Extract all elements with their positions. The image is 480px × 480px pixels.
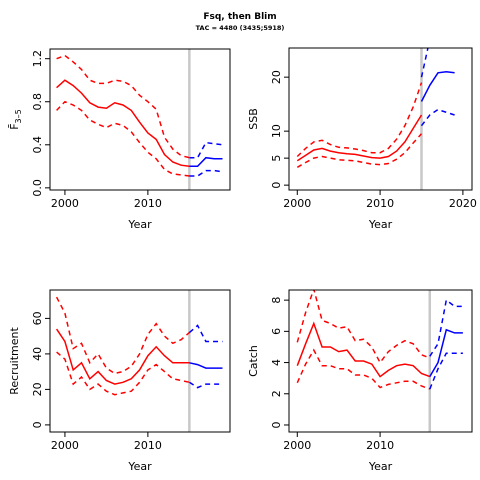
y-axis-label: F̄3–5 — [8, 109, 23, 130]
series-line — [296, 133, 423, 168]
series-line — [189, 169, 223, 177]
series-line — [188, 324, 223, 343]
series-line — [429, 328, 463, 377]
x-axis-label: Year — [127, 218, 152, 231]
series-line — [420, 48, 429, 78]
y-axis-label-main: Recruitment — [8, 327, 21, 395]
y-axis-label: Recruitment — [8, 327, 21, 395]
series-line — [420, 108, 455, 127]
y-axis-label: SSB — [247, 108, 260, 130]
x-tick-label: 2020 — [449, 197, 477, 210]
y-tick-label: 8 — [270, 297, 283, 304]
y-tick-label: 6 — [270, 328, 283, 335]
series-line — [188, 381, 223, 389]
figure-title: Fsq, then Blim — [203, 12, 276, 22]
y-tick-label: 4 — [270, 359, 283, 366]
series-line — [296, 114, 423, 162]
series-line — [56, 351, 190, 396]
x-tick-label: 2000 — [51, 197, 79, 210]
y-tick-label: 0.0 — [31, 179, 44, 197]
series-line — [296, 290, 431, 364]
series-line — [296, 348, 431, 390]
series-line — [429, 298, 463, 357]
y-tick-label: 2 — [270, 390, 283, 397]
x-tick-label: 2000 — [51, 439, 79, 452]
y-tick-label: 20 — [270, 70, 283, 84]
y-tick-label: 10 — [270, 124, 283, 138]
figure-subtitle: TAC = 4480 (3435;5918) — [196, 24, 285, 32]
plot-area — [296, 290, 463, 432]
x-tick-label: 2010 — [366, 197, 394, 210]
plot-area — [56, 49, 223, 190]
series-line — [189, 141, 223, 159]
y-tick-label: 60 — [31, 311, 44, 325]
series-line — [296, 82, 423, 158]
series-line — [56, 100, 190, 177]
y-axis-label: Catch — [247, 345, 260, 377]
x-tick-label: 2000 — [283, 197, 311, 210]
series-line — [55, 328, 190, 385]
plot-frame — [49, 48, 231, 191]
plot-frame — [49, 289, 231, 433]
y-tick-label: 0.4 — [31, 136, 44, 154]
series-line — [56, 54, 190, 159]
x-tick-label: 2010 — [134, 197, 162, 210]
x-axis-label: Year — [368, 218, 393, 231]
y-tick-label: 20 — [31, 382, 44, 396]
series-line — [429, 352, 463, 390]
y-axis-label-main: Catch — [247, 345, 260, 377]
y-tick-label: 5 — [270, 155, 283, 162]
y-tick-label: 0.8 — [31, 93, 44, 111]
plot-area — [296, 48, 455, 190]
y-tick-label: 1.2 — [31, 50, 44, 68]
y-axis-label-main: SSB — [247, 108, 260, 130]
y-axis-label-main: F̄ — [8, 123, 21, 129]
plot-frame — [288, 47, 473, 191]
y-axis-label-sub: 3–5 — [14, 109, 23, 123]
series-line — [420, 71, 455, 102]
plot-area — [55, 290, 223, 432]
y-tick-label: 0 — [270, 182, 283, 189]
x-axis-label: Year — [127, 460, 152, 473]
x-tick-label: 2010 — [366, 439, 394, 452]
series-line — [189, 156, 223, 168]
y-tick-label: 40 — [31, 347, 44, 361]
x-tick-label: 2000 — [283, 439, 311, 452]
series-line — [189, 362, 223, 369]
series-line — [55, 296, 190, 375]
y-tick-label: 0 — [31, 421, 44, 428]
x-axis-label: Year — [368, 460, 393, 473]
series-line — [56, 79, 190, 168]
x-tick-label: 2010 — [134, 439, 162, 452]
series-line — [296, 321, 431, 378]
y-tick-label: 0 — [270, 421, 283, 428]
